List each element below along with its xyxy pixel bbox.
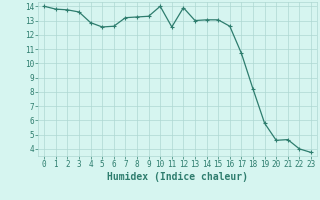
X-axis label: Humidex (Indice chaleur): Humidex (Indice chaleur) (107, 172, 248, 182)
